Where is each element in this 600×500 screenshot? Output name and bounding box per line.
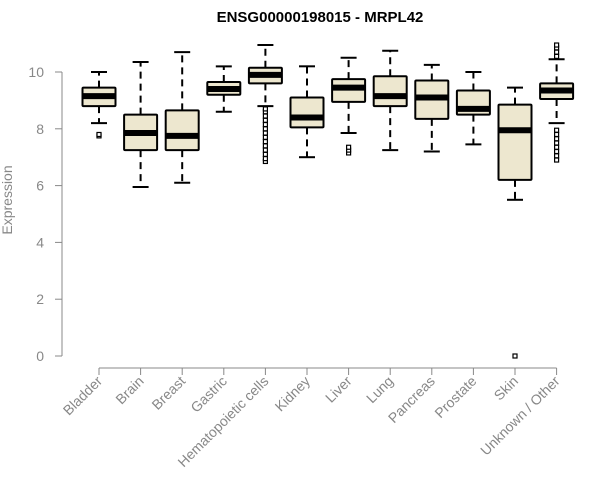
x-tick-label: Lung [363,373,396,406]
outlier-point [262,156,268,162]
outlier-point [262,121,268,128]
outlier-point [262,147,268,153]
chart-title: ENSG00000198015 - MRPL42 [217,9,424,26]
outlier-point [262,113,268,119]
x-tick-label: Prostate [431,373,479,421]
y-tick-label: 10 [28,64,44,80]
box-hematopoietic-cells [247,44,283,165]
outlier-point [512,353,518,359]
outlier-point [262,106,268,112]
outlier-point [553,127,560,133]
boxes [81,42,575,359]
box-liver [331,56,367,156]
outlier-point [553,53,560,59]
box-unknown-other [539,42,575,163]
outlier-point [553,157,560,163]
box-gastric [206,65,242,113]
box-breast [164,51,200,184]
x-tick-label: Brain [112,373,146,407]
box-iqr [372,75,408,108]
outlier-point [262,138,268,145]
x-tick-label: Breast [148,373,188,413]
box-iqr [289,96,325,129]
x-tick-label: Unknown / Other [477,373,563,459]
outlier-point [553,144,560,150]
x-tick-label: Bladder [60,373,106,419]
y-tick-label: 0 [36,348,44,364]
box-brain [123,61,159,189]
box-pancreas [414,63,450,153]
outlier-point [262,143,268,149]
box-kidney [289,65,325,159]
outlier-point [553,140,560,146]
outlier-point [553,136,560,142]
box-prostate [455,71,491,146]
x-tick-label: Liver [322,373,355,406]
y-tick-label: 6 [36,178,44,194]
box-bladder [81,71,117,139]
outlier-point [346,144,352,150]
y-tick-label: 4 [36,234,44,250]
outlier-point [553,49,560,55]
outlier-point [553,131,560,138]
box-skin [497,86,533,359]
box-iqr [497,103,533,181]
outlier-point [262,130,268,136]
box-iqr [164,109,200,152]
outlier-point [553,148,560,155]
outlier-point [262,151,268,157]
outlier-point [262,126,268,132]
outlier-point [262,134,268,140]
y-tick-label: 8 [36,121,44,137]
y-tick-label: 2 [36,291,44,307]
y-axis: 0 2 4 6 8 10 [28,64,63,364]
outlier-point [553,153,560,159]
outlier-point [553,42,560,48]
x-tick-label: Skin [491,373,522,404]
box-lung [372,49,408,152]
outlier-point [262,117,268,123]
y-axis-label: Expression [0,165,15,234]
outlier-point [96,131,102,138]
x-tick-label: Kidney [272,373,314,415]
